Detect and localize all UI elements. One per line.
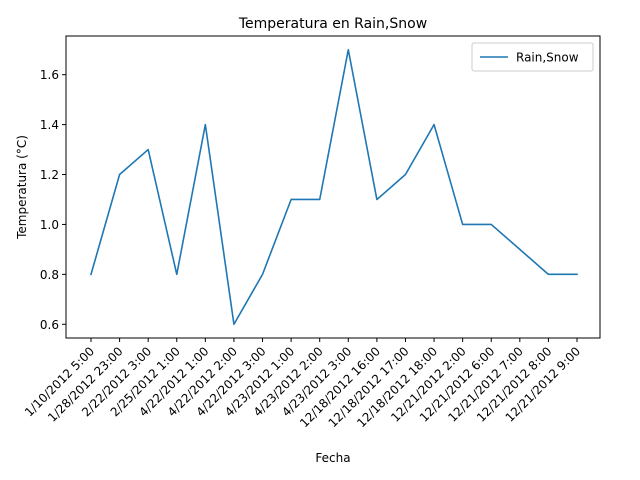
legend: Rain,Snow <box>471 42 594 72</box>
series-line-0 <box>90 48 578 326</box>
y-tick-label: 1.4 <box>40 118 59 132</box>
y-tick-label: 0.8 <box>40 268 59 282</box>
chart-title: Temperatura en Rain,Snow <box>238 16 427 32</box>
y-axis-title: Temperatura (°C) <box>15 135 29 240</box>
y-tick-label: 1.0 <box>40 218 59 232</box>
y-tick-label: 1.2 <box>40 168 59 182</box>
plot-area-frame <box>65 35 601 339</box>
y-tick-label: 0.6 <box>40 318 59 332</box>
legend-label: Rain,Snow <box>516 51 579 65</box>
x-axis-title: Fecha <box>315 451 350 465</box>
legend-box <box>471 42 594 72</box>
y-tick-label: 1.6 <box>40 68 59 82</box>
x-axis: 1/10/2012 5:001/28/2012 23:002/22/2012 3… <box>22 338 583 430</box>
y-axis: 0.6 0.8 1.0 1.2 1.4 1.6 <box>40 68 66 332</box>
series-layer <box>90 48 578 326</box>
